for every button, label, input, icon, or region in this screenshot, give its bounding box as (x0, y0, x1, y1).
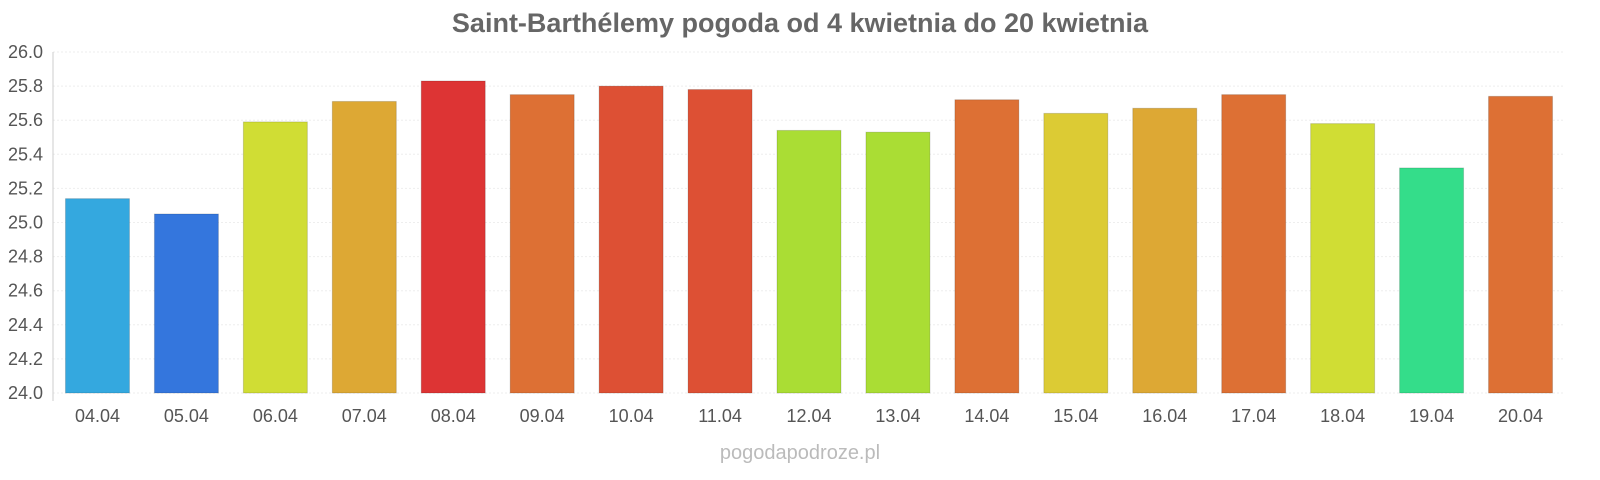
bar-09.04 (509, 94, 575, 394)
y-tick-label: 25.0 (8, 213, 43, 233)
x-tick-label: 15.04 (1053, 406, 1098, 426)
y-tick-label: 24.8 (8, 247, 43, 267)
bar-15.04 (1043, 112, 1109, 394)
x-tick-label: 13.04 (875, 406, 920, 426)
y-tick-label: 25.6 (8, 110, 43, 130)
y-tick-label: 24.0 (8, 383, 43, 403)
bar-17.04 (1221, 94, 1287, 394)
bar-16.04 (1132, 107, 1198, 394)
x-tick-label: 08.04 (431, 406, 476, 426)
bar-13.04 (865, 131, 931, 394)
chart-title: Saint-Barthélemy pogoda od 4 kwietnia do… (451, 8, 1149, 38)
bar-14.04 (954, 99, 1020, 394)
y-tick-label: 24.6 (8, 281, 43, 301)
bar-18.04 (1310, 123, 1376, 394)
x-tick-label: 07.04 (342, 406, 387, 426)
bar-04.04 (64, 198, 130, 394)
x-tick-label: 05.04 (164, 406, 209, 426)
y-tick-label: 25.2 (8, 178, 43, 198)
bar-11.04 (687, 89, 753, 394)
x-tick-label: 09.04 (520, 406, 565, 426)
bar-12.04 (776, 129, 842, 394)
y-tick-label: 24.2 (8, 349, 43, 369)
bar-20.04 (1488, 95, 1554, 394)
y-tick-label: 24.4 (8, 315, 43, 335)
x-tick-label: 20.04 (1498, 406, 1543, 426)
bar-05.04 (153, 213, 219, 394)
source-credit: pogodapodroze.pl (719, 442, 881, 464)
bar-19.04 (1399, 167, 1465, 394)
y-tick-label: 25.8 (8, 76, 43, 96)
x-tick-label: 10.04 (609, 406, 654, 426)
x-tick-label: 11.04 (698, 406, 742, 426)
x-tick-label: 06.04 (253, 406, 298, 426)
bar-08.04 (420, 80, 486, 394)
bar-06.04 (242, 121, 308, 394)
x-tick-label: 19.04 (1409, 406, 1454, 426)
x-tick-label: 12.04 (786, 406, 831, 426)
bar-10.04 (598, 85, 664, 394)
x-tick-label: 04.04 (75, 406, 120, 426)
x-tick-label: 17.04 (1231, 406, 1276, 426)
x-tick-label: 18.04 (1320, 406, 1365, 426)
y-tick-label: 26.0 (8, 42, 43, 62)
y-tick-label: 25.4 (8, 144, 43, 164)
x-tick-label: 14.04 (964, 406, 1009, 426)
x-tick-label: 16.04 (1142, 406, 1187, 426)
bar-07.04 (331, 100, 397, 394)
